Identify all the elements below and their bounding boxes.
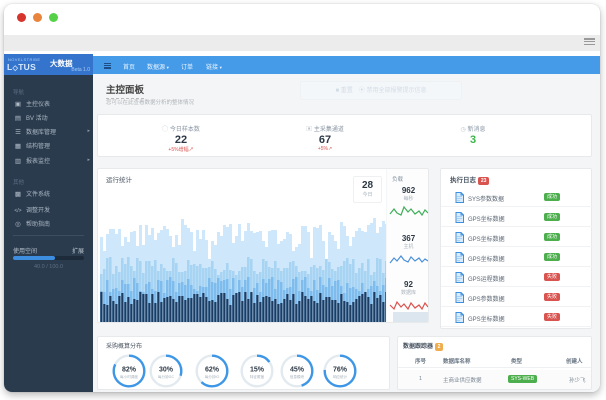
svg-text:特征覆盖: 特征覆盖 xyxy=(250,374,265,379)
svg-text:82%: 82% xyxy=(122,367,137,374)
svg-text:62%: 62% xyxy=(205,367,220,374)
svg-text:76%: 76% xyxy=(333,367,348,374)
svg-text:每小时调度: 每小时调度 xyxy=(120,374,138,379)
svg-text:30%: 30% xyxy=(159,367,174,374)
svg-text:每分钟GC: 每分钟GC xyxy=(158,374,175,379)
svg-text:信息模块: 信息模块 xyxy=(290,374,305,379)
svg-text:15%: 15% xyxy=(250,367,265,374)
svg-text:每分钟IO: 每分钟IO xyxy=(205,374,220,379)
svg-text:响应统计: 响应统计 xyxy=(333,374,348,379)
svg-text:45%: 45% xyxy=(290,367,305,374)
